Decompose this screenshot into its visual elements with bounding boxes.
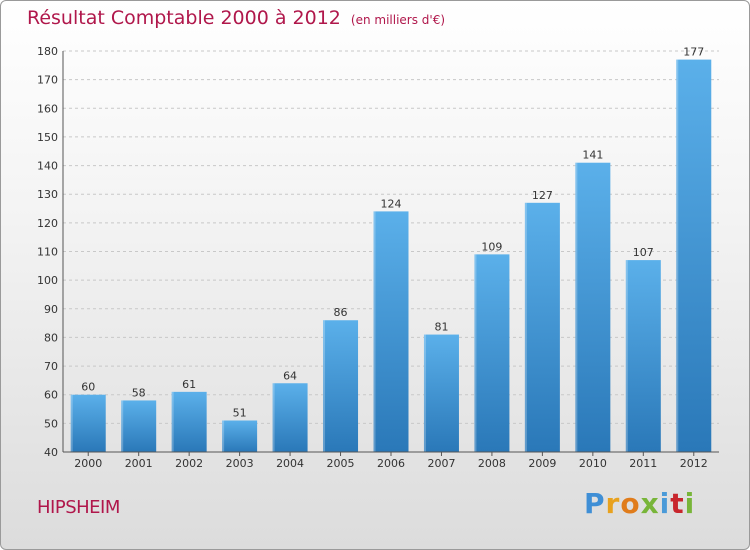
y-tick-label: 180	[37, 45, 58, 58]
x-tick-label: 2008	[478, 457, 506, 470]
data-label: 64	[283, 369, 297, 382]
axis-layer: 40 50 60 70 80 90 100 110 120 130 140 150 160 170 180 2…	[37, 45, 719, 470]
logo-letter: i	[684, 487, 696, 520]
bar-highlight	[70, 394, 73, 452]
x-tick-label: 2004	[276, 457, 304, 470]
data-label: 141	[582, 149, 603, 162]
bar	[171, 391, 207, 452]
logo-letter: t	[670, 487, 685, 520]
bar-highlight	[222, 420, 225, 452]
y-tick-label: 110	[37, 246, 58, 259]
x-tick-label: 2009	[528, 457, 556, 470]
bar-highlight	[121, 400, 124, 452]
data-label: 127	[532, 189, 553, 202]
x-tick-label: 2003	[226, 457, 254, 470]
x-tick-label: 2006	[377, 457, 405, 470]
commune-name: HIPSHEIM	[37, 497, 120, 518]
x-tick-label: 2001	[125, 457, 153, 470]
x-tick-label: 2012	[680, 457, 708, 470]
bar	[272, 383, 308, 452]
title-row: Résultat Comptable 2000 à 2012 (en millie…	[27, 7, 445, 29]
data-label: 109	[481, 240, 502, 253]
bar-highlight	[171, 391, 174, 452]
y-tick-label: 80	[44, 331, 58, 344]
bar-highlight	[272, 383, 275, 452]
bar	[70, 394, 106, 452]
data-label: 58	[132, 386, 146, 399]
bar	[676, 59, 712, 452]
data-label: 61	[182, 378, 196, 391]
bar-highlight	[575, 162, 578, 452]
bar-highlight	[474, 254, 477, 452]
y-tick-label: 150	[37, 131, 58, 144]
bar	[121, 400, 157, 452]
x-tick-label: 2011	[629, 457, 657, 470]
bar-highlight	[423, 334, 426, 452]
x-tick-label: 2007	[427, 457, 455, 470]
bar	[423, 334, 459, 452]
data-label: 60	[81, 381, 95, 394]
bar-highlight	[676, 59, 679, 452]
logo-letter: i	[659, 487, 671, 520]
bar	[222, 420, 258, 452]
bar	[524, 202, 560, 452]
data-label: 81	[434, 321, 448, 334]
bar-highlight	[625, 260, 628, 452]
data-label: 86	[334, 306, 348, 319]
y-tick-label: 130	[37, 188, 58, 201]
logo-letter: o	[620, 487, 641, 520]
y-tick-label: 60	[44, 389, 58, 402]
y-tick-label: 140	[37, 160, 58, 173]
y-tick-label: 160	[37, 102, 58, 115]
y-tick-label: 100	[37, 274, 58, 287]
bar	[625, 260, 661, 452]
y-tick-label: 40	[44, 446, 58, 459]
y-tick-label: 90	[44, 303, 58, 316]
x-tick-label: 2010	[579, 457, 607, 470]
data-label: 107	[633, 246, 654, 259]
data-label: 124	[381, 197, 402, 210]
logo-letter: x	[640, 487, 660, 520]
y-tick-label: 170	[37, 74, 58, 87]
chart-title: Résultat Comptable 2000 à 2012	[27, 7, 341, 29]
bar	[373, 211, 409, 452]
bar-highlight	[323, 320, 326, 452]
logo-letter: P	[584, 487, 606, 520]
y-tick-label: 70	[44, 360, 58, 373]
bars-layer: 60 58 61 51 64 86 124 81 109 127 141 107 177	[70, 46, 712, 452]
y-tick-label: 120	[37, 217, 58, 230]
bar	[575, 162, 611, 452]
data-label: 51	[233, 406, 247, 419]
x-tick-label: 2002	[175, 457, 203, 470]
bar-highlight	[373, 211, 376, 452]
bar	[474, 254, 510, 452]
x-tick-label: 2005	[327, 457, 355, 470]
y-tick-label: 50	[44, 417, 58, 430]
logo-letter: r	[605, 487, 621, 520]
bar	[323, 320, 359, 452]
chart-subtitle: (en milliers d'€)	[350, 13, 446, 27]
bar-highlight	[524, 202, 527, 452]
proxiti-logo: Proxiti	[584, 487, 695, 520]
data-label: 177	[683, 46, 704, 59]
x-tick-label: 2000	[74, 457, 102, 470]
